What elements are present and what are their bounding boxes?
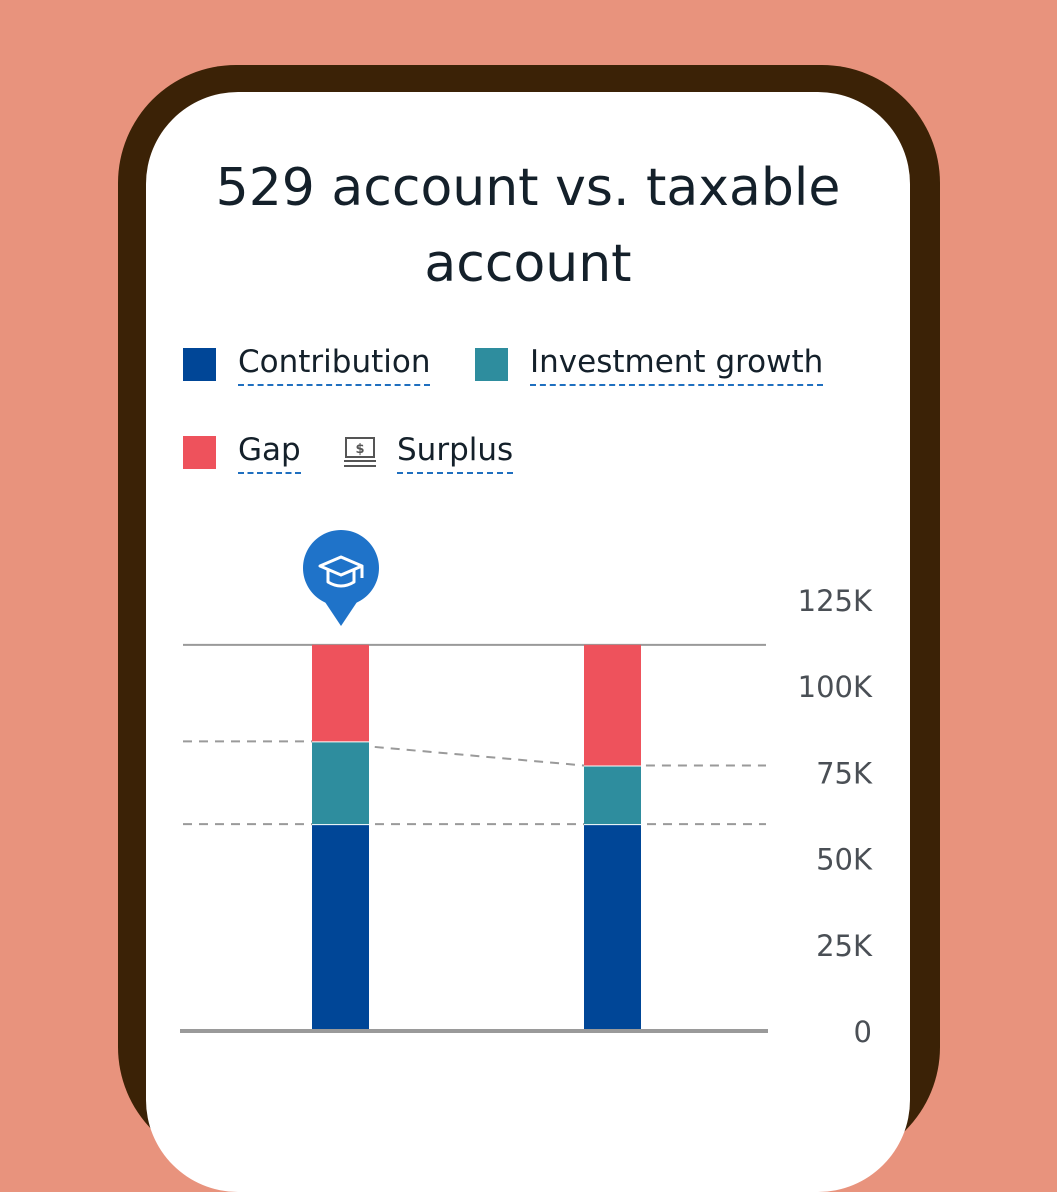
page-title: 529 account vs. taxable account: [215, 158, 841, 294]
y-tick-label: 0: [854, 1015, 872, 1049]
gap-swatch: [183, 435, 216, 469]
legend-label-gap: Gap: [238, 430, 301, 474]
bar-1-segment-gap[interactable]: [312, 644, 369, 742]
bar-2-segment-gap[interactable]: [584, 644, 641, 766]
y-tick-label: 75K: [816, 756, 873, 790]
svg-text:$: $: [355, 442, 364, 457]
y-tick-label: 125K: [798, 584, 873, 618]
y-tick-label: 100K: [798, 670, 873, 704]
legend-label-surplus: Surplus: [397, 430, 514, 474]
dollar-bill-stack-icon: $: [344, 437, 376, 467]
bar-2-segment-contribution[interactable]: [584, 824, 641, 1031]
bar-2-segment-investment-growth[interactable]: [584, 765, 641, 825]
bar-1-segment-contribution[interactable]: [312, 824, 369, 1031]
bar-1-segment-investment-growth[interactable]: [312, 741, 369, 825]
stacked-bar-chart: 0 25K 50K 75K 100K 125K: [180, 530, 873, 1049]
legend-item-investment-growth[interactable]: Investment growth: [475, 338, 824, 390]
legend-item-gap[interactable]: Gap: [183, 426, 301, 478]
connector-line-2: [183, 740, 766, 767]
graduation-cap-marker: [302, 530, 379, 626]
phone-screen: [146, 92, 910, 1192]
contribution-swatch: [183, 347, 216, 381]
legend-label-contribution: Contribution: [238, 342, 431, 386]
legend-label-investment-growth: Investment growth: [530, 342, 824, 386]
graduation-cap-icon: [318, 555, 364, 588]
y-tick-label: 50K: [816, 843, 873, 877]
y-tick-label: 25K: [816, 929, 873, 963]
investment-growth-swatch: [475, 347, 508, 381]
legend-item-contribution[interactable]: Contribution: [183, 338, 431, 390]
legend-item-surplus[interactable]: $ Surplus: [343, 426, 514, 478]
